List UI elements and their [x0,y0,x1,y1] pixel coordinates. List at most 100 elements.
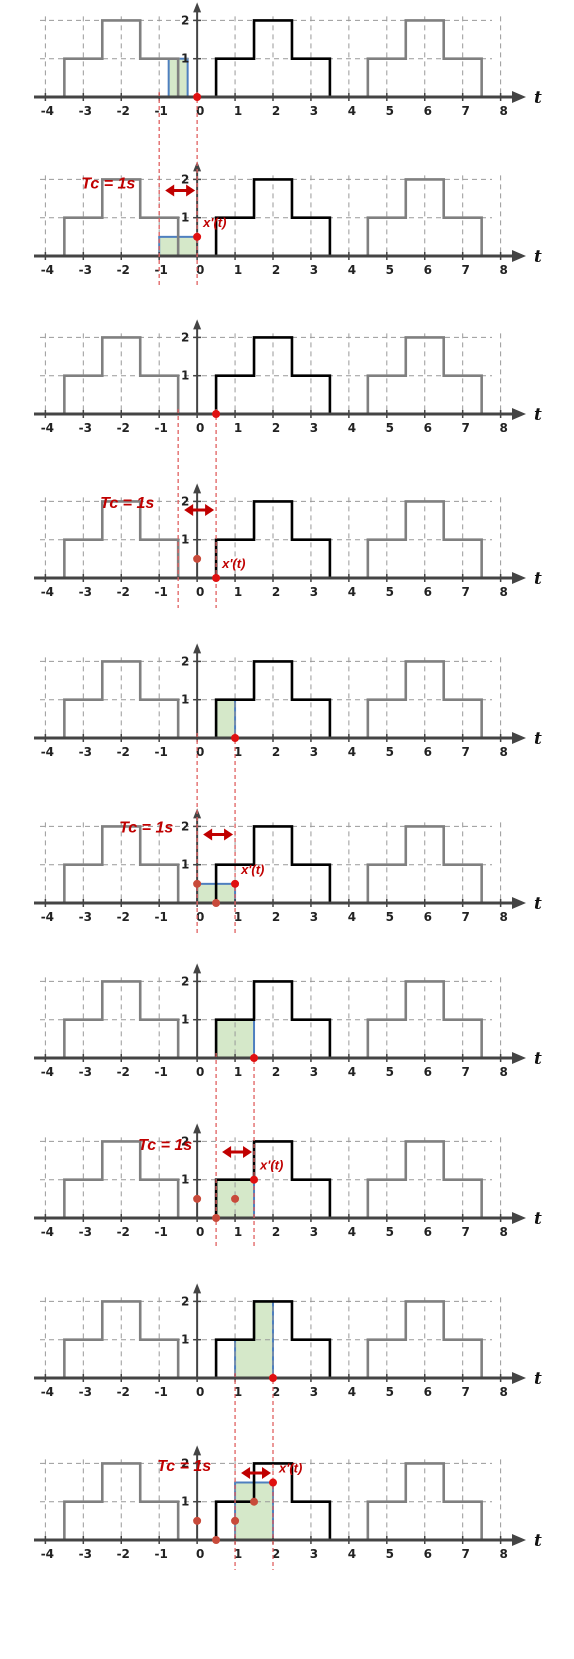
x-tick-label: -4 [41,1547,54,1561]
signal-copy [366,336,483,414]
y-axis-arrow [193,319,202,330]
x-tick-label: -3 [79,910,92,924]
x-tick-label: -3 [79,421,92,435]
xprime-point [193,879,202,888]
x-tick-label: 8 [499,1225,507,1239]
x-tick-label: 1 [234,1547,242,1561]
tc-arrow-head-left [184,504,194,516]
x-tick-label: 4 [348,1547,356,1561]
signal-copy [63,825,180,903]
xprime-point [212,899,221,907]
x-tick-label: 6 [424,1065,432,1079]
tc-arrow-head-left [165,184,175,197]
x-tick-label: 2 [272,1225,280,1239]
x-tick-label: 8 [499,910,507,924]
x-tick-label: -4 [41,1385,54,1399]
y-axis-arrow [193,1445,202,1456]
x-tick-label: 0 [196,1385,204,1399]
window-marker [231,734,240,742]
x-tick-label: -3 [79,1547,92,1561]
tc-arrow-head-left [222,1146,232,1158]
x-tick-label: 0 [196,421,204,435]
tc-arrow-head-right [224,828,234,841]
x-tick-label: 7 [462,421,470,435]
xprime-point [231,1516,240,1525]
signal-copy [366,660,483,738]
x-tick-label: 5 [386,1385,394,1399]
x-tick-label: -4 [41,745,54,759]
x-tick-label: 4 [348,1065,356,1079]
x-axis-arrow [512,408,526,420]
x-tick-label: -1 [155,263,168,277]
xprime-point [212,1536,221,1544]
x-tick-label: 8 [499,421,507,435]
graph-bottom: 1 2 -4 -3 -2 -1 0 1 2 3 4 5 6 7 8 t [34,1445,542,1561]
x-tick-label: 4 [348,421,356,435]
x-tick-label: 2 [272,585,280,599]
y-tick-label: 2 [181,819,189,833]
signal-copy [63,1140,180,1218]
signal-main [214,980,332,1058]
tc-label: Tc = 1s [81,176,135,193]
y-tick-label: 2 [181,330,189,344]
x-tick-label: -1 [155,1225,168,1239]
x-tick-label: 1 [234,421,242,435]
x-tick-label: -3 [79,1225,92,1239]
signal-copy [63,660,180,738]
x-tick-label: -4 [41,910,54,924]
x-tick-label: 8 [499,1065,507,1079]
x-tick-label: 1 [234,1065,242,1079]
x-tick-label: -1 [155,745,168,759]
x-tick-label: 6 [424,1385,432,1399]
signal-copy [366,980,483,1058]
axis-label-t: t [534,1531,542,1551]
axis-label-t: t [534,729,542,749]
x-tick-label: -2 [117,104,130,118]
x-tick-label: 3 [310,1065,318,1079]
signal-copy [63,1462,180,1540]
x-axis-arrow [512,897,526,909]
x-tick-label: 8 [499,1547,507,1561]
x-tick-label: 0 [196,1225,204,1239]
panel-3: 1 2 -4 -3 -2 -1 0 1 2 3 4 5 6 7 8 t 1 2 -4 -3 -2 -1 0 1 2 3 4 5 6 7 8 t… [34,643,542,933]
x-tick-label: -2 [117,421,130,435]
y-axis-arrow [193,161,202,172]
x-tick-label: 7 [462,1225,470,1239]
x-tick-label: 3 [310,910,318,924]
x-tick-label: -2 [117,1547,130,1561]
y-tick-label: 1 [181,1173,189,1187]
x-axis-arrow [512,250,526,262]
signal-main [214,660,332,738]
x-tick-label: 0 [196,263,204,277]
x-tick-label: -3 [79,263,92,277]
y-tick-label: 2 [181,1456,189,1470]
x-tick-label: -1 [155,585,168,599]
axis-label-t: t [534,1369,542,1389]
signal-main [214,1300,332,1378]
graph-bottom: 1 2 -4 -3 -2 -1 0 1 2 3 4 5 6 7 8 t [34,808,542,924]
x-tick-label: 6 [424,104,432,118]
xprime-point [269,1478,277,1487]
signal-copy [366,19,483,97]
x-tick-label: 5 [386,263,394,277]
x-tick-label: 6 [424,910,432,924]
y-tick-label: 2 [181,1294,189,1308]
x-tick-label: 7 [462,1547,470,1561]
signal-main [214,336,332,414]
window-marker [212,410,221,418]
axis-label-t: t [534,1049,542,1069]
y-tick-label: 1 [181,211,189,225]
y-axis-arrow [193,643,202,654]
graph-bottom: 1 2 -4 -3 -2 -1 0 1 2 3 4 5 6 7 8 t [34,161,542,277]
x-tick-label: 3 [310,585,318,599]
panel-2: 1 2 -4 -3 -2 -1 0 1 2 3 4 5 6 7 8 t 1 2 -4 -3 -2 -1 0 1 2 3 4 5 6 7 8 t… [34,319,542,608]
y-tick-label: 2 [181,494,189,508]
x-tick-label: 8 [499,263,507,277]
y-tick-label: 1 [181,52,189,66]
x-tick-label: 6 [424,585,432,599]
tc-label: Tc = 1s [138,1137,192,1154]
window-marker [269,1374,277,1382]
x-tick-label: -3 [79,585,92,599]
x-tick-label: -1 [155,421,168,435]
